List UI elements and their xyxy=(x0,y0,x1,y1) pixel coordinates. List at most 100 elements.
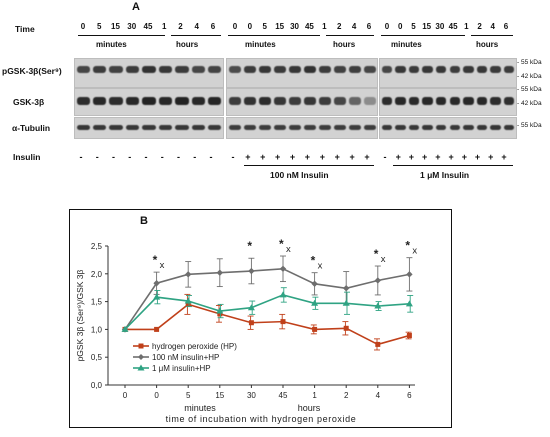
blot-band xyxy=(381,125,393,130)
blot-band xyxy=(363,97,376,105)
time-point: 0 xyxy=(384,22,390,31)
blot-band xyxy=(175,66,189,73)
data-point xyxy=(405,300,413,307)
x-tick-label: 6 xyxy=(407,391,412,400)
significance-star: * xyxy=(153,253,158,267)
data-point xyxy=(311,299,319,306)
blot-band xyxy=(318,125,331,130)
x-tick-label: 5 xyxy=(186,391,191,400)
blot-band xyxy=(463,97,474,105)
blot-band xyxy=(142,66,156,73)
chart-frame xyxy=(69,209,452,428)
blot-band xyxy=(333,125,346,130)
data-point xyxy=(374,277,381,284)
x-tick-label: 45 xyxy=(279,391,288,400)
time-point: 6 xyxy=(210,22,216,31)
insulin-sign: + xyxy=(448,152,454,162)
blot-band xyxy=(208,125,222,130)
blot-band xyxy=(435,66,447,73)
blot-gsk-100nm xyxy=(226,88,378,116)
data-point xyxy=(248,267,255,275)
blot-band xyxy=(348,66,361,73)
blot-band xyxy=(476,97,488,105)
time-point: 5 xyxy=(411,22,416,31)
blot-band xyxy=(303,125,316,130)
time-point: 1 xyxy=(162,22,167,31)
blot-band xyxy=(449,125,461,130)
blot-band xyxy=(191,66,206,73)
blot-band xyxy=(109,125,123,130)
y-tick-label: 1,0 xyxy=(91,325,103,334)
blot-band xyxy=(503,66,515,73)
blot-band xyxy=(243,97,256,105)
blot-band xyxy=(490,97,501,105)
insulin-sign: + xyxy=(260,152,266,162)
significance-star: * xyxy=(279,237,284,251)
blot-band xyxy=(125,66,140,73)
blot-band xyxy=(228,66,241,73)
y-tick-label: 2,0 xyxy=(91,270,103,279)
data-point xyxy=(185,301,191,307)
insulin-sign: - xyxy=(128,152,132,162)
blot-band xyxy=(422,125,433,130)
data-point xyxy=(279,265,287,272)
legend-label: 100 nM insulin+HP xyxy=(152,353,219,362)
blot-band xyxy=(422,66,433,73)
insulin-sign: + xyxy=(349,152,355,162)
blot-band xyxy=(503,97,515,105)
y-tick-label: 2,5 xyxy=(91,242,103,251)
data-point xyxy=(153,280,160,287)
time-point: 2 xyxy=(178,22,183,31)
underline-minutes-3 xyxy=(381,35,465,36)
minutes-label-1: minutes xyxy=(96,40,127,49)
x-tick-label: 0 xyxy=(123,391,128,400)
data-point xyxy=(248,320,254,326)
data-point xyxy=(279,291,287,298)
significance-x: x xyxy=(412,246,417,257)
time-point: 0 xyxy=(232,22,238,31)
significance-star: * xyxy=(247,239,252,253)
legend-label: 1 μM insulin+HP xyxy=(152,364,211,373)
blot-band xyxy=(490,125,501,130)
blot-tubulin-control xyxy=(74,117,224,139)
blot-band xyxy=(109,66,123,73)
row-label-gsk: GSK-3β xyxy=(13,97,45,107)
time-point: 30 xyxy=(290,22,299,31)
data-point xyxy=(216,307,224,314)
row-label-pgsk: pGSK-3β(Ser⁹) xyxy=(2,66,62,76)
hours-label-3: hours xyxy=(476,40,499,49)
blot-band xyxy=(158,66,173,73)
y-tick-label: 0,5 xyxy=(91,353,103,362)
time-label: Time xyxy=(15,24,35,34)
x-tick-label: 15 xyxy=(215,391,224,400)
x-tick-label: 30 xyxy=(247,391,256,400)
significance-x: x xyxy=(318,261,323,272)
blot-band xyxy=(333,97,346,105)
blot-band xyxy=(142,97,156,105)
time-point: 15 xyxy=(111,22,120,31)
time-point: 4 xyxy=(194,22,199,31)
blot-pgsk-100nm xyxy=(226,58,378,88)
kda-marker-5: - 55 kDa xyxy=(517,122,542,129)
data-point xyxy=(153,293,161,300)
data-point xyxy=(406,333,412,339)
time-point: 4 xyxy=(351,22,357,31)
blot-band xyxy=(476,66,488,73)
insulin-sign: - xyxy=(383,152,387,162)
blot-band xyxy=(395,66,406,73)
insulin-sign: - xyxy=(112,152,115,162)
blot-band xyxy=(125,125,140,130)
underline-hours-2 xyxy=(326,35,374,36)
blot-band xyxy=(348,125,361,130)
significance-star: * xyxy=(405,239,410,253)
panel-a-letter: A xyxy=(132,1,140,13)
insulin-sign: + xyxy=(334,152,340,162)
data-point xyxy=(311,280,318,288)
blot-band xyxy=(476,125,488,130)
blot-band xyxy=(422,97,433,105)
condition-label-100nm: 100 nM Insulin xyxy=(270,170,329,180)
blot-tubulin-100nm xyxy=(226,117,378,139)
time-point: 4 xyxy=(490,22,495,31)
time-point: 45 xyxy=(304,22,314,31)
